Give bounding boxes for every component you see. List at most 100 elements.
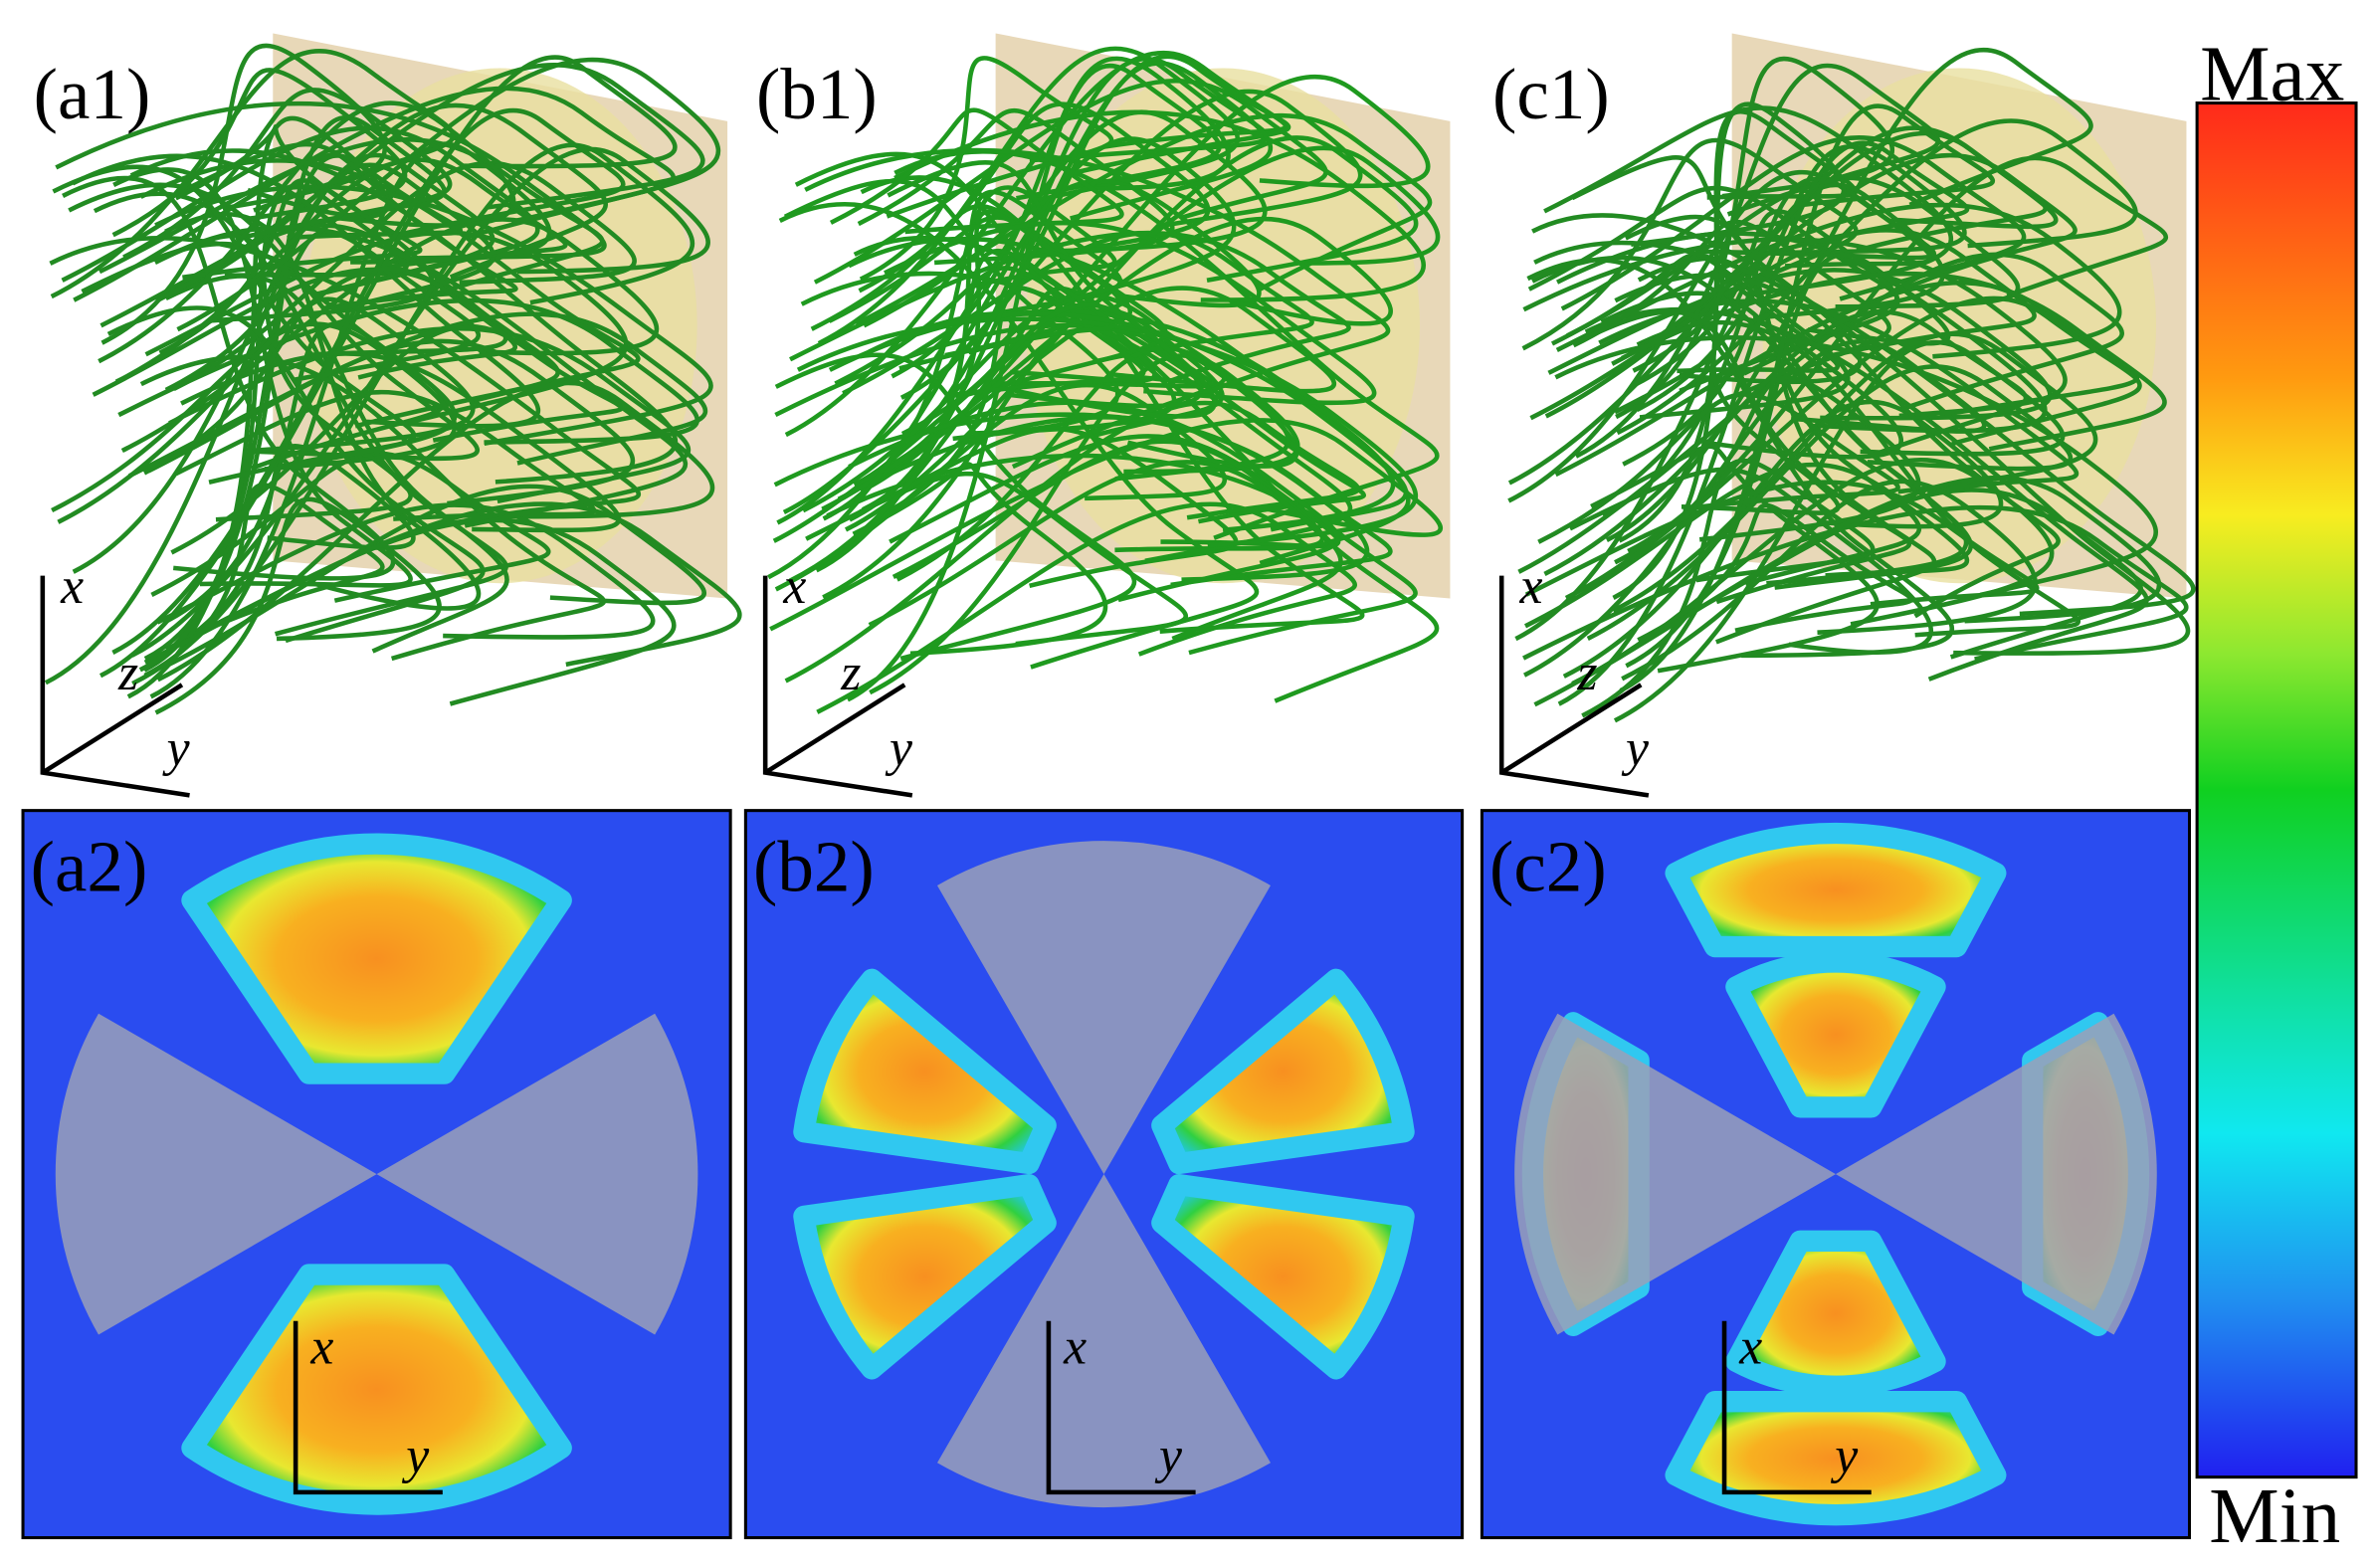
streamline [774, 322, 1299, 469]
streamline [1533, 476, 2162, 707]
panel-label: (b1) [756, 54, 878, 134]
streamline [774, 352, 1137, 662]
field-hotspot [1725, 951, 1946, 1118]
axis-label: y [401, 1428, 429, 1484]
axis-label: y [1830, 1428, 1858, 1484]
streamline [126, 115, 447, 699]
streamline [92, 267, 560, 429]
streamline [129, 148, 678, 485]
field-panel: (b2) x y [743, 809, 1465, 1540]
axis-label: x [309, 1318, 333, 1375]
streamline-panel: (c1) xzy [1492, 33, 2196, 798]
streamline [859, 311, 1409, 532]
field-hotspot [1151, 1174, 1415, 1380]
field-hotspot [793, 968, 1057, 1175]
axis-label: z [1576, 645, 1597, 701]
streamline-panel: (a1) xzy [34, 33, 742, 798]
streamline [1611, 125, 2048, 366]
streamline [848, 248, 1116, 522]
streamline [176, 57, 721, 332]
axis-triad [1721, 1320, 1872, 1495]
field-hotspot [793, 1174, 1057, 1380]
streamline [139, 158, 641, 405]
streamline [1526, 258, 1955, 659]
field-hotspot [1665, 1390, 2007, 1526]
streamline [844, 135, 1419, 532]
streamline [143, 142, 695, 679]
streamline [1636, 319, 2081, 638]
axis-triad [40, 575, 190, 798]
streamline [855, 112, 1433, 326]
patch-shape [1514, 1013, 1836, 1335]
axis-label: y [162, 720, 190, 777]
panel-label: (a1) [34, 54, 151, 134]
streamline [821, 216, 1393, 511]
field-panel: (c2) x y [1480, 809, 2192, 1540]
streamline [842, 231, 1314, 396]
streamline [848, 400, 1340, 603]
streamline [156, 380, 715, 683]
streamline [1531, 255, 1973, 590]
panel-label: (c1) [1492, 54, 1610, 134]
streamline [1522, 504, 2189, 662]
streamline [858, 101, 1211, 294]
axis-label: x [782, 558, 806, 615]
axis-label: x [1738, 1318, 1762, 1375]
streamline [1566, 175, 2021, 338]
colorbar-max: Max [2200, 30, 2344, 117]
streamline [1531, 213, 2191, 656]
axis-triad [1498, 575, 1650, 798]
axis-label: x [1063, 1318, 1087, 1375]
streamline [804, 147, 1391, 399]
axis-label: x [1518, 558, 1542, 615]
streamline [156, 502, 656, 640]
colorbar-min: Min [2209, 1472, 2340, 1560]
streamline [1605, 48, 2093, 543]
axis-label: z [840, 645, 861, 701]
streamline [1557, 140, 1970, 706]
streamline [112, 167, 413, 588]
streamline [122, 88, 453, 260]
streamline [817, 46, 1240, 346]
streamline [1621, 271, 2167, 452]
streamline [1619, 103, 1996, 693]
streamline [1614, 375, 1921, 565]
axis-triad [293, 1320, 443, 1495]
field-hotspot [181, 1264, 572, 1515]
patch-shape [376, 1013, 698, 1335]
streamline [1586, 364, 2074, 641]
patch-shape [55, 1013, 377, 1335]
axis-label: x [60, 558, 84, 615]
panel-label: (b2) [753, 826, 875, 906]
axis-label: z [117, 645, 138, 701]
streamline [143, 517, 677, 706]
panel-label: (c2) [1489, 826, 1607, 906]
patch-shape [1835, 1013, 2157, 1335]
streamline [1579, 309, 1911, 605]
streamline [1514, 182, 1945, 642]
streamline [1533, 240, 2196, 617]
streamline [142, 296, 476, 476]
streamline [872, 415, 1393, 588]
streamline [1564, 295, 2142, 601]
streamline [51, 321, 458, 513]
streamline [800, 271, 1366, 524]
streamline [1568, 467, 1934, 655]
axis-label: y [1621, 720, 1649, 777]
streamline [98, 100, 516, 364]
field-panel: (a2) x y [21, 809, 732, 1540]
axis-label: y [1154, 1428, 1182, 1484]
patch-shape [936, 841, 1271, 1175]
streamline [111, 108, 626, 655]
streamline [49, 235, 641, 529]
streamline [899, 61, 1274, 400]
streamline [1637, 502, 1914, 643]
streamline [1632, 260, 1841, 374]
streamline-panel: (b1) xzy [756, 33, 1451, 798]
streamline [72, 153, 541, 429]
streamline [162, 225, 688, 528]
colorbar [2195, 101, 2358, 1479]
field-hotspot [181, 833, 572, 1084]
streamline [769, 418, 1443, 632]
